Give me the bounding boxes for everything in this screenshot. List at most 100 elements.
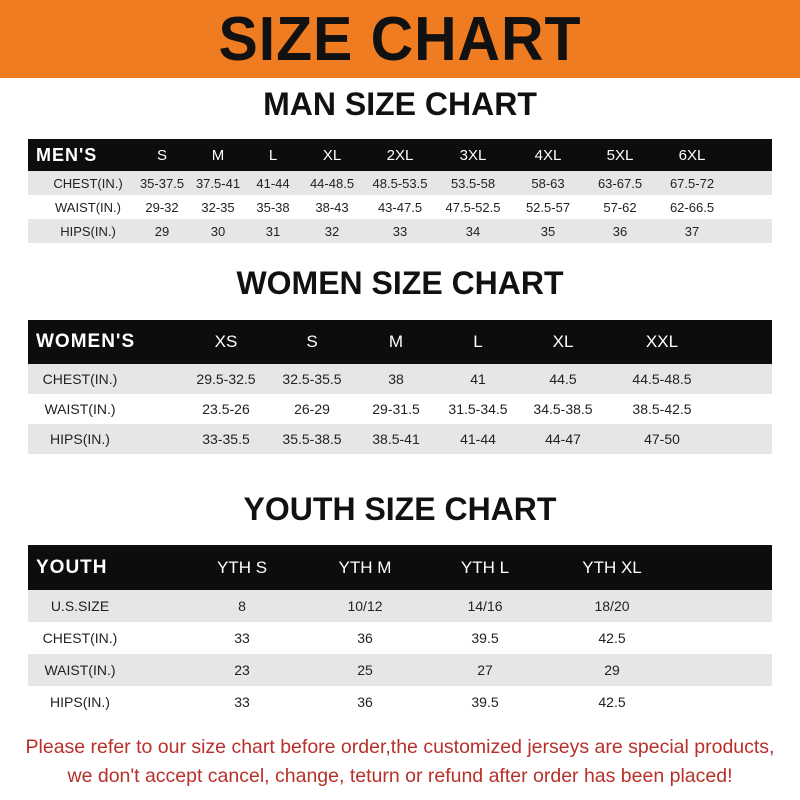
table-row: U.S.SIZE 8 10/12 14/16 18/20: [28, 590, 772, 622]
measurement-value: 29: [154, 223, 170, 239]
banner-title: SIZE CHART: [218, 4, 582, 74]
measurement-value: 33: [392, 223, 408, 239]
measurement-value: 44-48.5: [309, 175, 355, 191]
measurement-value: 48.5-53.5: [372, 175, 428, 191]
men-chart-title: MAN SIZE CHART: [263, 86, 537, 122]
measurement-label: HIPS(IN.): [50, 694, 110, 710]
measurement-value: 47.5-52.5: [445, 199, 501, 215]
measurement-value: 44.5-48.5: [632, 371, 692, 387]
table-row: WAIST(IN.) 29-32 32-35 35-38 38-43 43-47.5 47.…: [28, 195, 772, 219]
size-header: M: [211, 146, 225, 164]
measurement-value: 63-67.5: [597, 175, 643, 191]
measurement-value: 41-44: [460, 431, 496, 447]
measurement-value: 23: [234, 662, 250, 678]
measurement-value: 36: [612, 223, 628, 239]
measurement-value: 53.5-58: [450, 175, 496, 191]
measurement-value: 30: [210, 223, 226, 239]
youth-size-table: YOUTH YTH S YTH M YTH L YTH XL U.S.SIZE 8 10/12…: [28, 545, 772, 718]
measurement-label: U.S.SIZE: [50, 598, 110, 614]
measurement-value: 44-47: [545, 431, 581, 447]
youth-chart-title: YOUTH SIZE CHART: [243, 491, 557, 527]
women-chart-title: WOMEN SIZE CHART: [236, 265, 564, 301]
size-header: 4XL: [534, 146, 562, 164]
measurement-value: 29: [604, 662, 620, 678]
measurement-value: 34: [465, 223, 481, 239]
women-size-table: WOMEN'S XS S M L XL XXL CHEST(IN.) 29.5-32.5 32.5…: [28, 320, 772, 454]
table-header-row: YOUTH YTH S YTH M YTH L YTH XL: [28, 545, 772, 590]
measurement-value: 14/16: [467, 598, 503, 614]
measurement-value: 32: [324, 223, 340, 239]
measurement-value: 42.5: [598, 630, 626, 646]
table-row: HIPS(IN.) 33-35.5 35.5-38.5 38.5-41 41-44 44-…: [28, 424, 772, 454]
measurement-value: 35-37.5: [139, 175, 185, 191]
table-row: WAIST(IN.) 23.5-26 26-29 29-31.5 31.5-34.5 34…: [28, 394, 772, 424]
measurement-value: 38: [388, 371, 404, 387]
measurement-value: 38.5-42.5: [632, 401, 692, 417]
measurement-label: CHEST(IN.): [53, 175, 123, 191]
measurement-value: 29-32: [145, 199, 179, 215]
measurement-value: 33: [234, 630, 250, 646]
table-row: CHEST(IN.) 33 36 39.5 42.5: [28, 622, 772, 654]
measurement-value: 39.5: [471, 694, 499, 710]
men-size-table: MEN'S S M L XL 2XL 3XL 4XL 5XL 6XL CHEST(IN.) 35-37…: [28, 139, 772, 243]
measurement-label: WAIST(IN.): [44, 401, 116, 417]
measurement-value: 31: [265, 223, 281, 239]
measurement-value: 41-44: [256, 175, 290, 191]
measurement-value: 35.5-38.5: [282, 431, 342, 447]
notice-line-1: Please refer to our size chart before or…: [25, 736, 775, 758]
measurement-value: 41: [470, 371, 486, 387]
measurement-value: 43-47.5: [377, 199, 423, 215]
measurement-value: 37: [684, 223, 700, 239]
measurement-value: 58-63: [531, 175, 565, 191]
measurement-value: 26-29: [294, 401, 330, 417]
size-header: YTH M: [338, 557, 392, 577]
notice-line-2: we don't accept cancel, change, teturn o…: [67, 765, 733, 787]
size-header: 3XL: [459, 146, 487, 164]
measurement-label: CHEST(IN.): [42, 630, 118, 646]
measurement-label: WAIST(IN.): [55, 199, 121, 215]
table-header-label: YOUTH: [36, 556, 108, 578]
measurement-value: 57-62: [603, 199, 637, 215]
measurement-value: 67.5-72: [669, 175, 715, 191]
measurement-label: CHEST(IN.): [42, 371, 118, 387]
measurement-value: 36: [357, 630, 373, 646]
measurement-value: 31.5-34.5: [448, 401, 508, 417]
size-header: YTH XL: [582, 557, 642, 577]
measurement-value: 18/20: [594, 598, 630, 614]
table-header-label: WOMEN'S: [36, 331, 136, 352]
measurement-label: HIPS(IN.): [60, 223, 116, 239]
size-header: 5XL: [606, 146, 634, 164]
measurement-value: 47-50: [644, 431, 680, 447]
measurement-value: 39.5: [471, 630, 499, 646]
measurement-value: 27: [477, 662, 493, 678]
size-header: 6XL: [678, 146, 706, 164]
size-header: L: [268, 146, 278, 164]
measurement-value: 35: [540, 223, 556, 239]
table-header-row: WOMEN'S XS S M L XL XXL: [28, 320, 772, 364]
size-header: 2XL: [386, 146, 414, 164]
measurement-value: 37.5-41: [195, 175, 241, 191]
measurement-value: 36: [357, 694, 373, 710]
measurement-value: 29-31.5: [372, 401, 420, 417]
measurement-value: 33-35.5: [202, 431, 250, 447]
order-notice: Please refer to our size chart before or…: [0, 733, 800, 791]
measurement-value: 42.5: [598, 694, 626, 710]
measurement-value: 62-66.5: [669, 199, 715, 215]
size-header: L: [473, 332, 483, 351]
size-header: XXL: [645, 332, 679, 351]
table-row: CHEST(IN.) 35-37.5 37.5-41 41-44 44-48.5 48.5…: [28, 171, 772, 195]
measurement-label: HIPS(IN.): [50, 431, 110, 447]
size-header: XS: [214, 332, 238, 351]
measurement-value: 38.5-41: [372, 431, 420, 447]
measurement-value: 10/12: [347, 598, 383, 614]
measurement-label: WAIST(IN.): [44, 662, 116, 678]
table-header-label: MEN'S: [36, 144, 98, 165]
table-row: HIPS(IN.) 33 36 39.5 42.5: [28, 686, 772, 718]
measurement-value: 52.5-57: [525, 199, 571, 215]
measurement-value: 34.5-38.5: [533, 401, 593, 417]
measurement-value: 29.5-32.5: [196, 371, 256, 387]
table-header-row: MEN'S S M L XL 2XL 3XL 4XL 5XL 6XL: [28, 139, 772, 171]
measurement-value: 38-43: [315, 199, 349, 215]
size-header: XL: [552, 332, 574, 351]
measurement-value: 25: [357, 662, 373, 678]
